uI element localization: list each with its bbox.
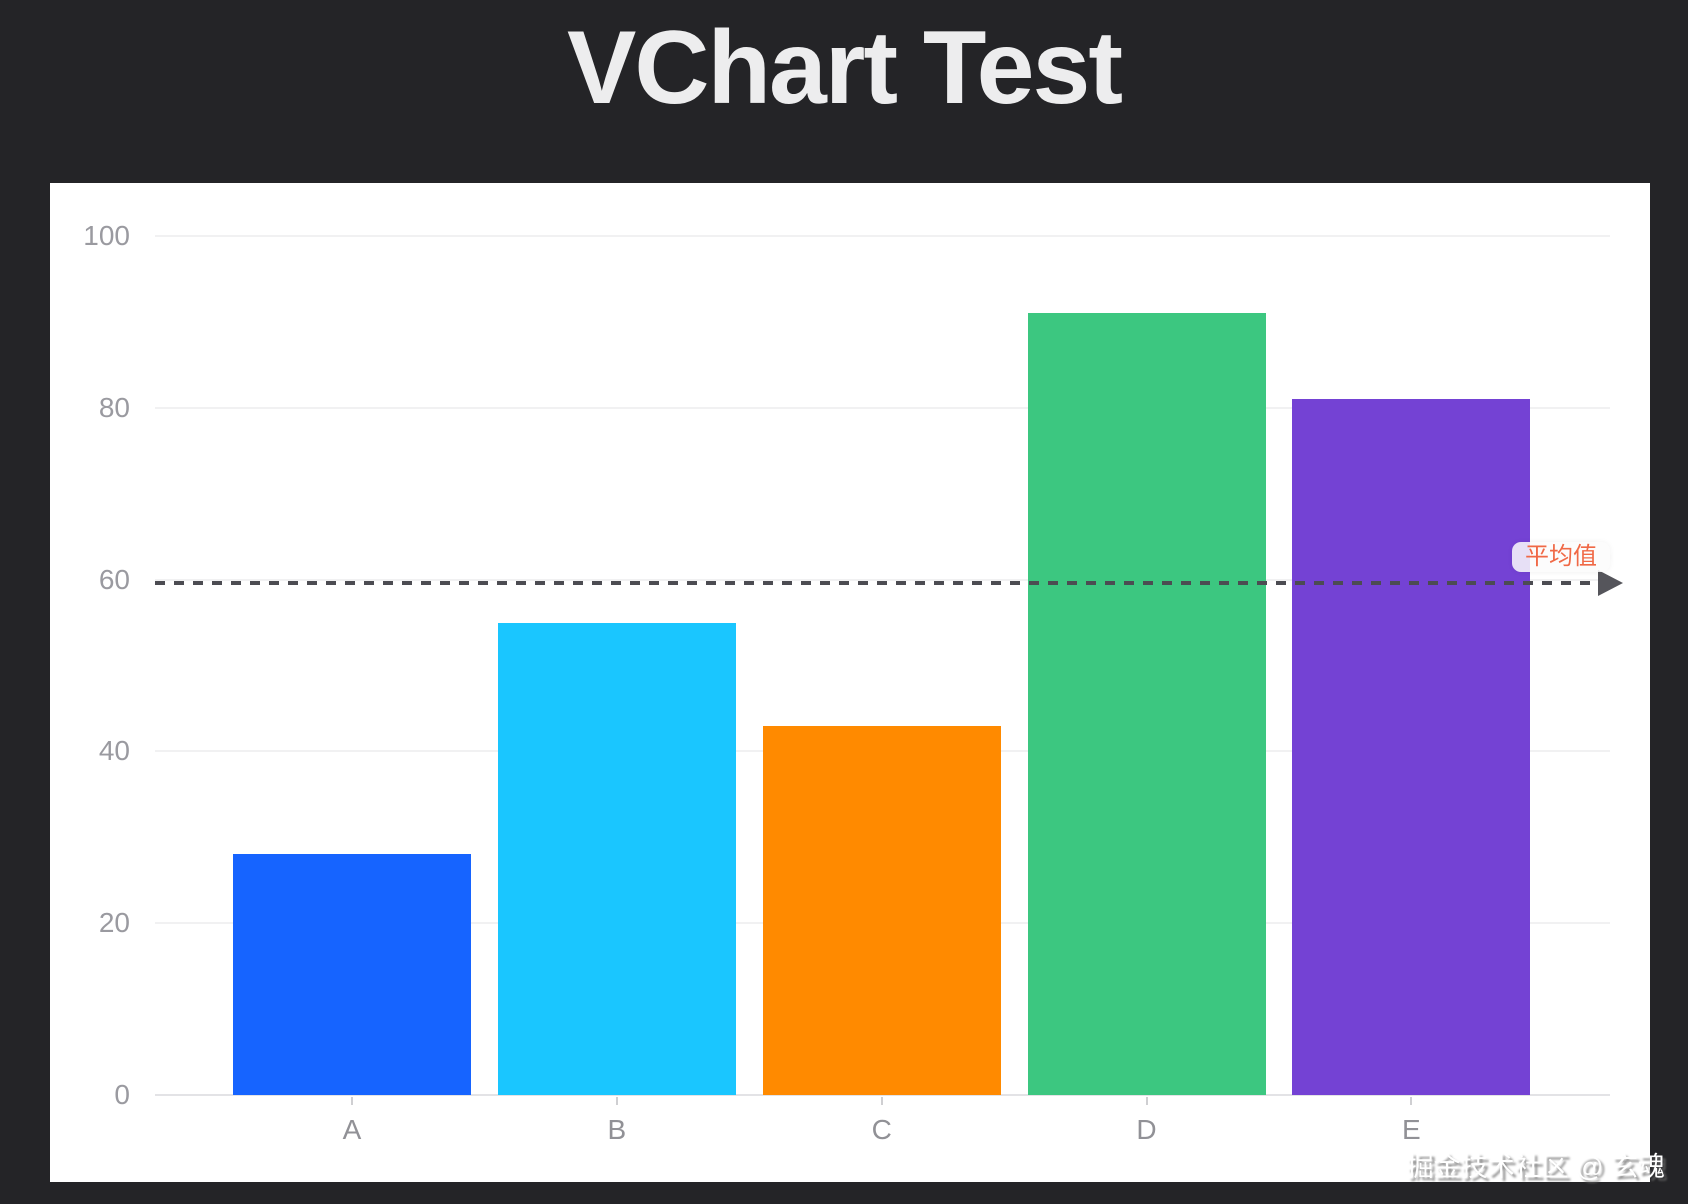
watermark: 掘金技术社区 @ 玄魂 xyxy=(1406,1152,1665,1182)
x-axis-label-a: A xyxy=(342,1114,362,1145)
y-axis-label-60: 60 xyxy=(98,563,130,595)
x-tick-e xyxy=(1410,1097,1413,1105)
x-tick-b xyxy=(615,1097,618,1105)
bar-e[interactable] xyxy=(1292,399,1531,1095)
markline-label: 平均值 xyxy=(1512,542,1610,573)
x-axis-label-b: B xyxy=(607,1114,627,1145)
x-tick-c xyxy=(880,1097,883,1105)
y-axis-label-0: 0 xyxy=(114,1079,130,1110)
gridline-0 xyxy=(155,1094,1610,1096)
y-axis-label-80: 80 xyxy=(98,391,130,423)
markline-average xyxy=(155,581,1605,586)
plot-area: 平均值 0 20 40 60 80 100 A B C D E xyxy=(83,220,1623,1145)
bar-d[interactable] xyxy=(1027,313,1266,1095)
bar-c[interactable] xyxy=(762,725,1001,1095)
markline-arrow-icon xyxy=(1598,570,1623,597)
bar-b[interactable] xyxy=(497,622,736,1095)
x-tick-d xyxy=(1145,1097,1148,1105)
x-tick-a xyxy=(351,1097,353,1105)
bar-a[interactable] xyxy=(233,854,471,1095)
x-axis-label-d: D xyxy=(1136,1114,1157,1145)
gridline-100 xyxy=(155,235,1610,237)
page-title: VChart Test xyxy=(567,9,1123,126)
gridline-80 xyxy=(155,406,1610,409)
y-axis-label-20: 20 xyxy=(98,907,130,939)
y-axis-label-40: 40 xyxy=(98,735,130,767)
gridline-60 xyxy=(155,578,1610,581)
x-axis-label-c: C xyxy=(871,1114,892,1145)
chart-card: 平均值 0 20 40 60 80 100 A B C D E xyxy=(50,183,1650,1182)
x-axis-label-e: E xyxy=(1402,1114,1421,1145)
y-axis-label-100: 100 xyxy=(83,220,130,251)
